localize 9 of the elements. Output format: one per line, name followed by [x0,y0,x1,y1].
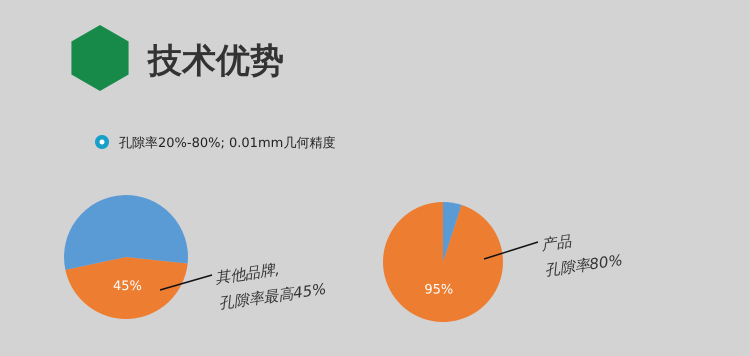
pie-slice [443,202,462,262]
data-label: 45% [113,278,142,294]
text: 孔隙率20%-80%; 0.01mm几何精度 [119,135,336,151]
pie-slice [64,195,188,270]
chart-title: 技术优势 [146,41,284,81]
pie-slice [65,257,188,319]
text: 其他品牌, [214,260,281,287]
data-label: 95% [424,282,454,298]
pie-slice [383,202,503,322]
